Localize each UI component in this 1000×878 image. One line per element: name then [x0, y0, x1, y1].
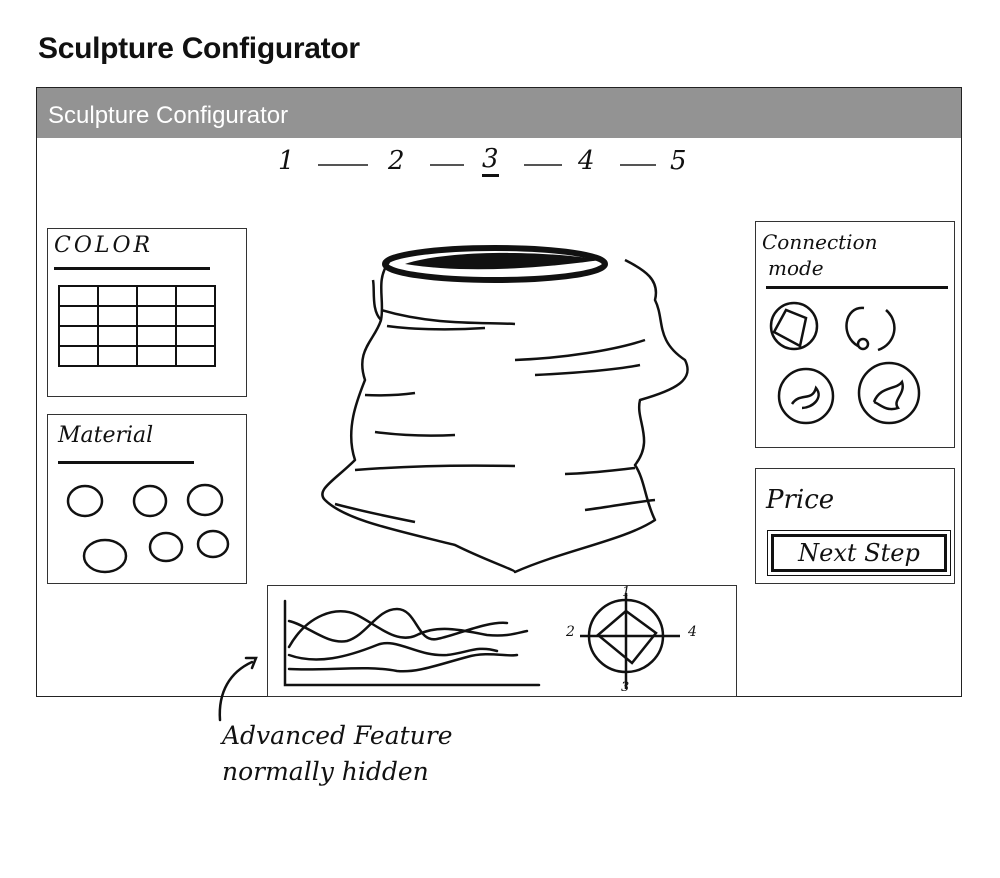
color-grid-row — [58, 305, 216, 327]
next-step-button[interactable]: Next Step — [767, 530, 951, 576]
window-titlebar: Sculpture Configurator — [37, 88, 961, 138]
annotation-note: Advanced Feature normally hidden — [222, 718, 453, 790]
material-swatch[interactable] — [186, 483, 224, 517]
color-cell[interactable] — [97, 325, 138, 347]
annotation-line-1: Advanced Feature — [222, 721, 453, 750]
color-panel: COLOR — [47, 228, 247, 397]
color-grid[interactable] — [58, 285, 216, 367]
color-cell[interactable] — [58, 305, 99, 327]
window-title: Sculpture Configurator — [48, 102, 289, 129]
material-swatches — [66, 483, 230, 574]
step-separator — [524, 164, 562, 166]
annotation-line-2: normally hidden — [222, 757, 429, 786]
material-panel: Material — [47, 414, 247, 584]
step-separator — [620, 164, 656, 166]
radar-label-top: 1 — [622, 585, 631, 600]
page-title: Sculpture Configurator — [38, 32, 360, 65]
connection-mode-options — [769, 301, 921, 425]
connection-title-underline — [766, 286, 948, 289]
material-swatch[interactable] — [66, 484, 104, 518]
price-panel: Price — [755, 468, 955, 584]
color-panel-title: COLOR — [54, 233, 154, 258]
material-swatch[interactable] — [148, 531, 184, 563]
color-cell[interactable] — [175, 285, 216, 307]
color-cell[interactable] — [136, 305, 177, 327]
material-swatch[interactable] — [132, 484, 168, 518]
color-cell[interactable] — [175, 345, 216, 367]
color-cell[interactable] — [136, 325, 177, 347]
radar-label-left: 2 — [566, 624, 575, 640]
step-separator — [318, 164, 368, 166]
annotation-arrow-icon — [218, 656, 258, 722]
connection-mode-2-icon[interactable] — [845, 306, 896, 352]
color-cell[interactable] — [58, 325, 99, 347]
sculpture-preview[interactable] — [315, 240, 715, 580]
price-label: Price — [766, 485, 835, 515]
step-1[interactable]: 1 — [278, 146, 295, 176]
step-separator — [430, 164, 464, 166]
material-panel-title: Material — [58, 423, 154, 448]
step-4[interactable]: 4 — [578, 146, 595, 176]
color-cell[interactable] — [58, 285, 99, 307]
color-grid-row — [58, 325, 216, 347]
color-cell[interactable] — [175, 325, 216, 347]
color-cell[interactable] — [175, 305, 216, 327]
color-grid-row — [58, 345, 216, 367]
step-3-active[interactable]: 3 — [482, 146, 499, 177]
connection-panel-title: Connection — [762, 230, 878, 254]
step-2[interactable]: 2 — [388, 146, 405, 176]
advanced-radar-chart[interactable] — [560, 585, 700, 697]
material-swatch[interactable] — [196, 529, 230, 559]
connection-panel-subtitle: mode — [768, 256, 824, 280]
color-cell[interactable] — [136, 285, 177, 307]
radar-label-bottom: 3 — [621, 680, 630, 695]
color-cell[interactable] — [97, 305, 138, 327]
material-title-underline — [58, 461, 194, 464]
connection-mode-panel: Connection mode — [755, 221, 955, 448]
color-cell[interactable] — [58, 345, 99, 367]
material-swatch[interactable] — [82, 538, 128, 574]
advanced-line-chart[interactable] — [267, 585, 737, 697]
connection-mode-4-icon[interactable] — [857, 361, 921, 425]
connection-mode-3-icon[interactable] — [777, 367, 835, 425]
color-cell[interactable] — [97, 285, 138, 307]
connection-mode-1-icon[interactable] — [769, 301, 819, 351]
color-cell[interactable] — [97, 345, 138, 367]
radar-label-right: 4 — [688, 624, 697, 640]
step-5[interactable]: 5 — [670, 146, 687, 176]
color-title-underline — [54, 267, 210, 270]
color-cell[interactable] — [136, 345, 177, 367]
color-grid-row — [58, 285, 216, 307]
